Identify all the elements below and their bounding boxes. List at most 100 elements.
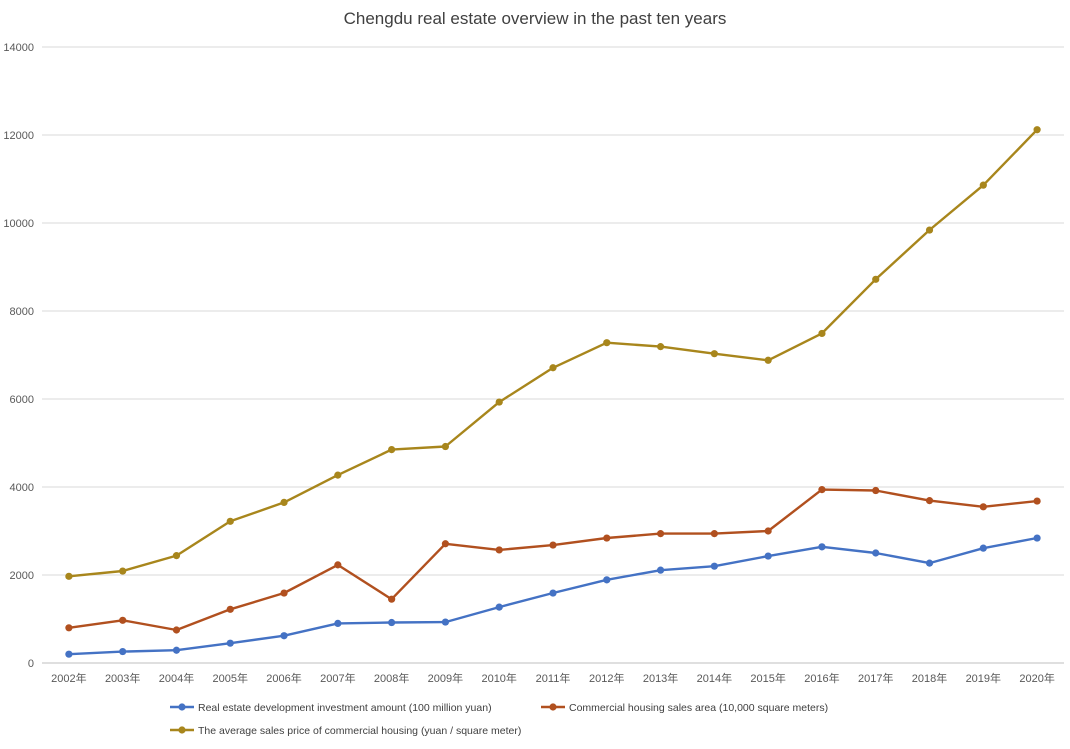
data-point [388,446,396,454]
data-point [119,567,127,575]
data-point [549,541,557,549]
data-point [872,549,880,557]
x-tick-label: 2004年 [159,671,194,685]
data-point [872,275,880,283]
legend-label: Real estate development investment amoun… [198,702,492,714]
data-point [280,589,288,597]
data-point [764,527,772,535]
data-point [388,595,396,603]
series-3 [65,126,1041,580]
y-tick-label: 4000 [10,482,34,494]
x-tick-label: 2013年 [643,671,678,685]
legend-label: The average sales price of commercial ho… [198,725,521,737]
legend: Real estate development investment amoun… [170,702,828,737]
legend-item: The average sales price of commercial ho… [170,725,521,737]
data-point [65,650,73,658]
legend-item: Commercial housing sales area (10,000 sq… [541,702,828,714]
x-tick-label: 2010年 [481,671,516,685]
x-tick-label: 2005年 [213,671,248,685]
data-point [925,226,934,234]
data-point [441,442,450,451]
legend-marker [178,726,186,734]
data-point [764,356,772,364]
data-point [872,486,880,495]
x-tick-label: 2015年 [750,671,785,685]
data-point [495,546,503,554]
data-point [710,562,718,570]
data-point [495,398,503,406]
x-tick-label: 2018年 [912,671,947,685]
x-tick-label: 2003年 [105,671,140,685]
data-point [441,540,450,548]
data-point [549,589,557,597]
data-point [818,486,826,494]
data-point [979,181,987,189]
data-point [979,503,987,511]
data-point [1033,497,1041,505]
y-tick-label: 14000 [3,42,34,54]
data-point [764,552,772,560]
data-point [334,471,342,479]
data-point [1033,534,1041,542]
data-point [603,339,611,347]
y-axis-ticks: 0 2000 4000 6000 8000 10000 12000 14000 [3,42,34,670]
data-point [119,647,127,656]
x-tick-label: 2020年 [1019,671,1054,685]
y-tick-label: 2000 [10,570,34,582]
data-point [818,543,826,551]
series-line [68,128,1038,578]
series-2 [65,486,1041,634]
x-tick-label: 2007年 [320,671,355,685]
chart-title: Chengdu real estate overview in the past… [344,9,727,28]
data-point [656,530,665,538]
data-point [280,498,288,506]
data-point [818,329,826,338]
data-point [549,364,557,372]
legend-marker [549,703,557,711]
data-point [1033,126,1041,134]
legend-marker [178,703,186,711]
x-tick-label: 2011年 [536,671,571,685]
x-axis-ticks: 2002年 2003年 2004年 2005年 2006年 2007年 2008年 2009年… [51,671,1055,685]
data-point [280,632,288,640]
data-point [925,559,934,567]
data-point [172,552,181,560]
data-point [603,576,611,584]
data-point [710,350,718,358]
y-tick-label: 8000 [10,306,34,318]
series-lines [65,126,1041,658]
x-tick-label: 2009年 [428,671,463,685]
data-point [226,605,234,613]
x-tick-label: 2017年 [858,671,893,685]
gridlines [42,46,1064,664]
data-point [334,619,342,628]
x-tick-label: 2016年 [804,671,839,685]
x-tick-label: 2006年 [266,671,301,685]
data-point [979,544,987,552]
legend-label: Commercial housing sales area (10,000 sq… [569,702,828,714]
data-point [119,616,127,624]
data-point [495,603,503,611]
data-point [441,618,450,626]
x-tick-label: 2012年 [589,671,624,685]
data-point [65,624,73,632]
data-point [388,618,396,627]
data-point [656,343,665,351]
y-tick-label: 10000 [3,218,34,230]
y-tick-label: 6000 [10,394,34,406]
data-point [925,497,934,505]
series-line [68,488,1038,632]
data-point [656,566,665,574]
x-tick-label: 2008年 [374,671,409,685]
data-point [172,646,181,654]
y-tick-label: 12000 [3,130,34,142]
data-point [65,572,73,580]
data-point [710,530,718,538]
data-point [334,561,342,569]
data-point [226,517,234,525]
x-tick-label: 2019年 [966,671,1001,685]
y-tick-label: 0 [28,658,34,670]
x-tick-label: 2014年 [697,671,732,685]
x-tick-label: 2002年 [51,671,86,685]
